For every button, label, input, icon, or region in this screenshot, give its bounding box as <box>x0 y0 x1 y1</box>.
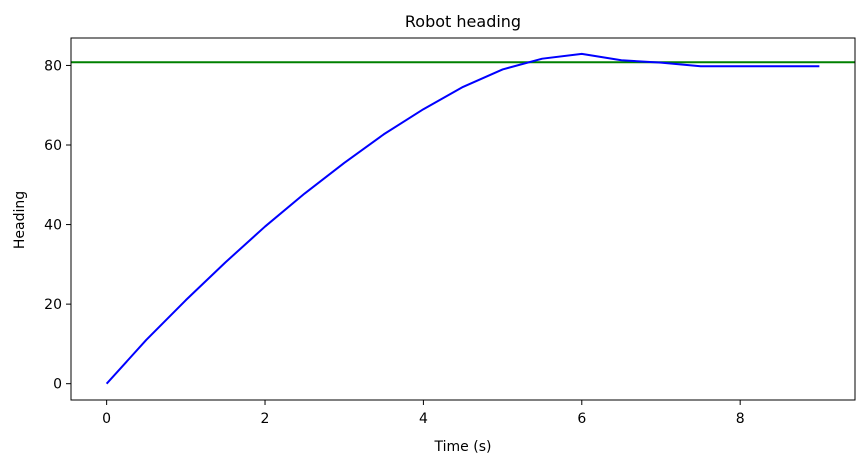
y-tick-label: 40 <box>44 218 62 234</box>
x-tick-label: 2 <box>261 411 270 427</box>
y-tick-label: 80 <box>44 58 62 74</box>
plot-area <box>71 52 855 385</box>
plot-frame <box>70 37 856 401</box>
chart-title: Robot heading <box>405 12 521 31</box>
x-tick-label: 4 <box>419 411 428 427</box>
x-axis-label: Time (s) <box>434 439 492 455</box>
x-tick-label: 0 <box>102 411 111 427</box>
x-tick-label: 8 <box>736 411 745 427</box>
y-axis-label: Heading <box>12 191 28 249</box>
y-tick-label: 0 <box>53 377 62 393</box>
y-tick-label: 20 <box>44 297 62 313</box>
y-tick-label: 60 <box>44 138 62 154</box>
x-tick-label: 6 <box>577 411 586 427</box>
series-line <box>105 52 820 385</box>
